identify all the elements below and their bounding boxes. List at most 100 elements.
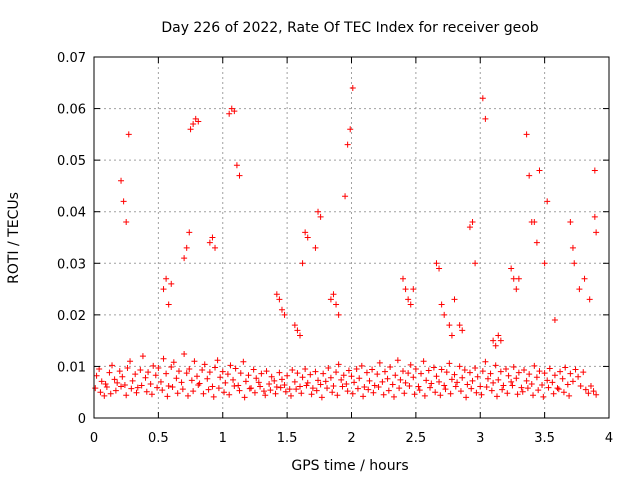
y-tick-label: 0.05 (57, 154, 86, 169)
data-point (591, 213, 598, 220)
data-point (101, 392, 108, 399)
data-point (294, 370, 301, 377)
data-point (164, 393, 171, 400)
data-point (228, 105, 235, 112)
data-point (550, 390, 557, 397)
data-point (545, 384, 552, 391)
data-point (278, 306, 285, 313)
data-point (217, 374, 224, 381)
data-point (405, 370, 412, 377)
data-point (175, 368, 182, 375)
data-point (492, 362, 499, 369)
data-point (312, 244, 319, 251)
data-point (342, 193, 349, 200)
data-point (569, 244, 576, 251)
data-point (163, 275, 170, 282)
data-point (452, 383, 459, 390)
data-point (246, 385, 253, 392)
data-point (407, 301, 414, 308)
data-point (473, 389, 480, 396)
data-point (294, 327, 301, 334)
x-tick-label: 3.5 (534, 431, 555, 446)
data-point (482, 115, 489, 122)
data-point (593, 229, 600, 236)
data-point (224, 371, 231, 378)
data-point (396, 385, 403, 392)
data-point (438, 366, 445, 373)
data-point (524, 385, 531, 392)
x-tick-label: 1.5 (277, 431, 298, 446)
data-point (168, 363, 175, 370)
data-point (282, 388, 289, 395)
data-point (523, 131, 530, 138)
data-point (585, 390, 592, 397)
data-point (210, 393, 217, 400)
data-point (381, 368, 388, 375)
data-point (303, 382, 310, 389)
data-point (509, 382, 516, 389)
data-point (361, 384, 368, 391)
data-point (358, 362, 365, 369)
data-point (120, 198, 127, 205)
data-point (168, 280, 175, 287)
data-point (186, 366, 193, 373)
data-point (201, 361, 208, 368)
x-tick-label: 3 (476, 431, 484, 446)
data-point (233, 162, 240, 169)
data-point (154, 384, 161, 391)
data-point (571, 260, 578, 267)
data-point (145, 369, 152, 376)
data-point (479, 95, 486, 102)
data-point (554, 385, 561, 392)
data-point (221, 389, 228, 396)
data-point (385, 387, 392, 394)
data-point (410, 286, 417, 293)
data-point (291, 378, 298, 385)
data-point (181, 255, 188, 262)
data-point (267, 387, 274, 394)
data-point (309, 385, 316, 392)
data-point (333, 301, 340, 308)
data-point (281, 381, 288, 388)
data-point (123, 219, 130, 226)
data-point (472, 364, 479, 371)
data-point (459, 374, 466, 381)
data-point (266, 380, 273, 387)
y-tick-label: 0.01 (57, 360, 86, 375)
data-point (137, 367, 144, 374)
data-point (513, 375, 520, 382)
data-point (567, 219, 574, 226)
data-point (549, 379, 556, 386)
data-point (366, 377, 373, 384)
data-point (477, 383, 484, 390)
data-point (436, 378, 443, 385)
data-point (195, 118, 202, 125)
data-point (287, 392, 294, 399)
data-point (536, 368, 543, 375)
data-point (179, 386, 186, 393)
data-point (447, 390, 454, 397)
data-point (339, 383, 346, 390)
data-point (236, 172, 243, 179)
data-point (551, 317, 558, 324)
y-tick-label: 0.02 (57, 309, 86, 324)
data-point (103, 384, 110, 391)
data-point (483, 384, 490, 391)
data-point (330, 383, 337, 390)
data-point (181, 351, 188, 358)
data-point (437, 392, 444, 399)
data-point (459, 327, 466, 334)
data-point (231, 108, 238, 115)
data-point (272, 390, 279, 397)
data-point (257, 383, 264, 390)
data-point (515, 275, 522, 282)
data-point (212, 364, 219, 371)
data-point (401, 390, 408, 397)
data-point (190, 121, 197, 128)
data-point (165, 383, 172, 390)
data-point (98, 378, 105, 385)
data-point (212, 244, 219, 251)
data-point (102, 380, 109, 387)
data-point (546, 365, 553, 372)
data-point (521, 367, 528, 374)
